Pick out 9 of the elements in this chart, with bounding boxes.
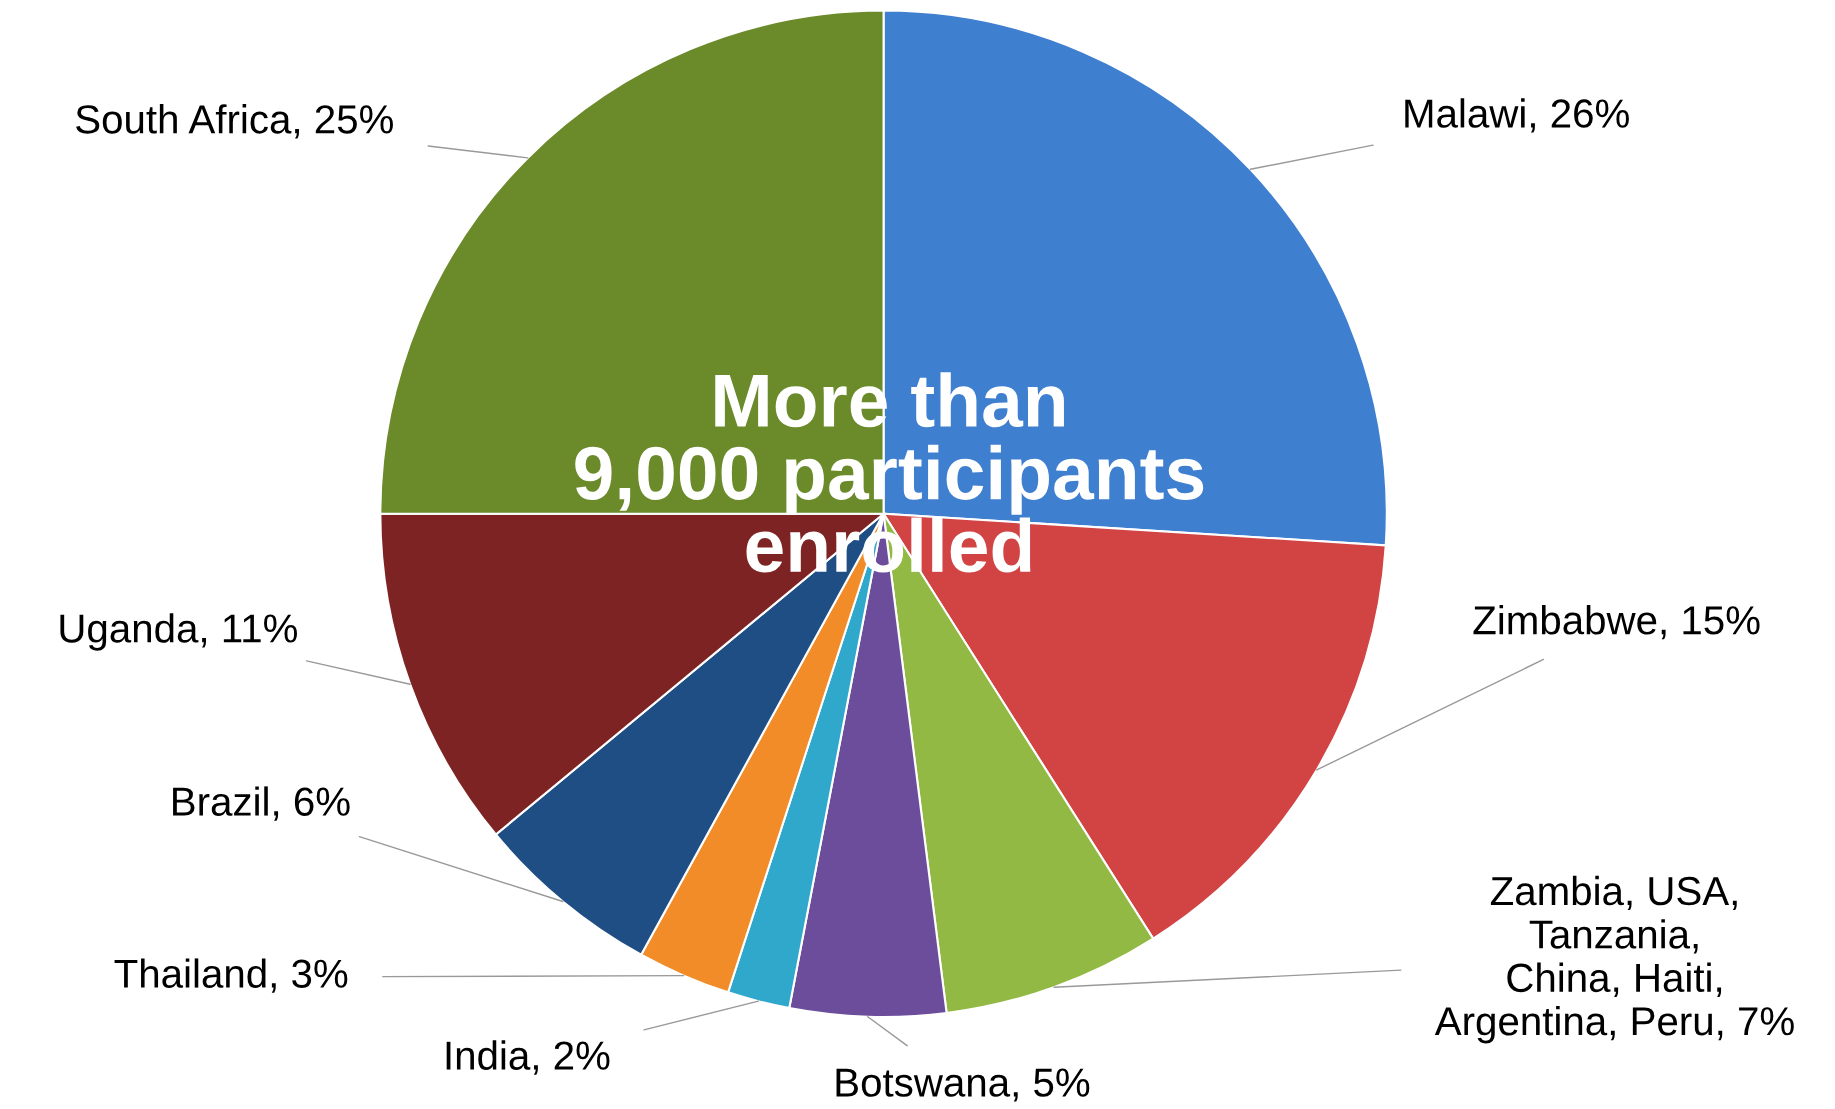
slice-label: Thailand, 3% (114, 958, 348, 993)
slice-label: Brazil, 6% (173, 786, 350, 821)
slice-label: Uganda, 11% (60, 613, 297, 651)
slice-label: South Africa, 25% (76, 104, 393, 139)
slice-label: Malawi, 26% (1405, 98, 1629, 133)
slice-label: Botswana, 5% (836, 1068, 1090, 1102)
slice-label: Zambia, USA, Tanzania, China, Haiti, Argentina, Peru, 7% (1434, 875, 1794, 1044)
slice-label: Zimbabwe, 15% (1473, 604, 1760, 640)
slice-label: India, 2% (446, 1040, 610, 1075)
